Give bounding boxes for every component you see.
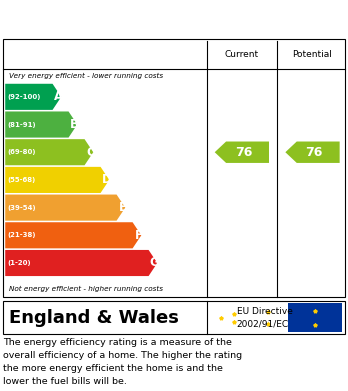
Text: Current: Current [225,50,259,59]
Polygon shape [5,111,77,138]
Text: Potential: Potential [293,50,332,59]
Text: The energy efficiency rating is a measure of the
overall efficiency of a home. T: The energy efficiency rating is a measur… [3,338,243,386]
Text: Energy Efficiency Rating: Energy Efficiency Rating [9,12,219,27]
Text: G: G [150,256,160,269]
Text: B: B [70,118,79,131]
FancyBboxPatch shape [3,301,345,334]
Polygon shape [5,167,109,193]
Text: EU Directive
2002/91/EC: EU Directive 2002/91/EC [237,307,293,328]
FancyBboxPatch shape [3,39,345,297]
Text: 76: 76 [306,146,323,159]
Polygon shape [5,139,93,165]
Text: F: F [135,229,143,242]
Text: Very energy efficient - lower running costs: Very energy efficient - lower running co… [9,73,163,79]
Text: England & Wales: England & Wales [9,309,179,327]
Text: A: A [54,90,63,103]
Text: (55-68): (55-68) [8,177,36,183]
Polygon shape [5,250,157,276]
Text: (1-20): (1-20) [8,260,31,266]
Text: C: C [86,146,95,159]
Text: Not energy efficient - higher running costs: Not energy efficient - higher running co… [9,286,163,292]
Text: E: E [119,201,127,214]
Text: (81-91): (81-91) [8,122,36,127]
Text: (92-100): (92-100) [8,94,41,100]
Text: (39-54): (39-54) [8,204,36,211]
Polygon shape [5,195,125,221]
Text: (21-38): (21-38) [8,232,36,238]
Polygon shape [285,142,340,163]
Text: 76: 76 [235,146,252,159]
FancyBboxPatch shape [288,303,342,332]
Polygon shape [5,222,141,248]
Polygon shape [215,142,269,163]
Polygon shape [5,84,61,110]
Text: (69-80): (69-80) [8,149,36,155]
Text: D: D [102,174,112,187]
